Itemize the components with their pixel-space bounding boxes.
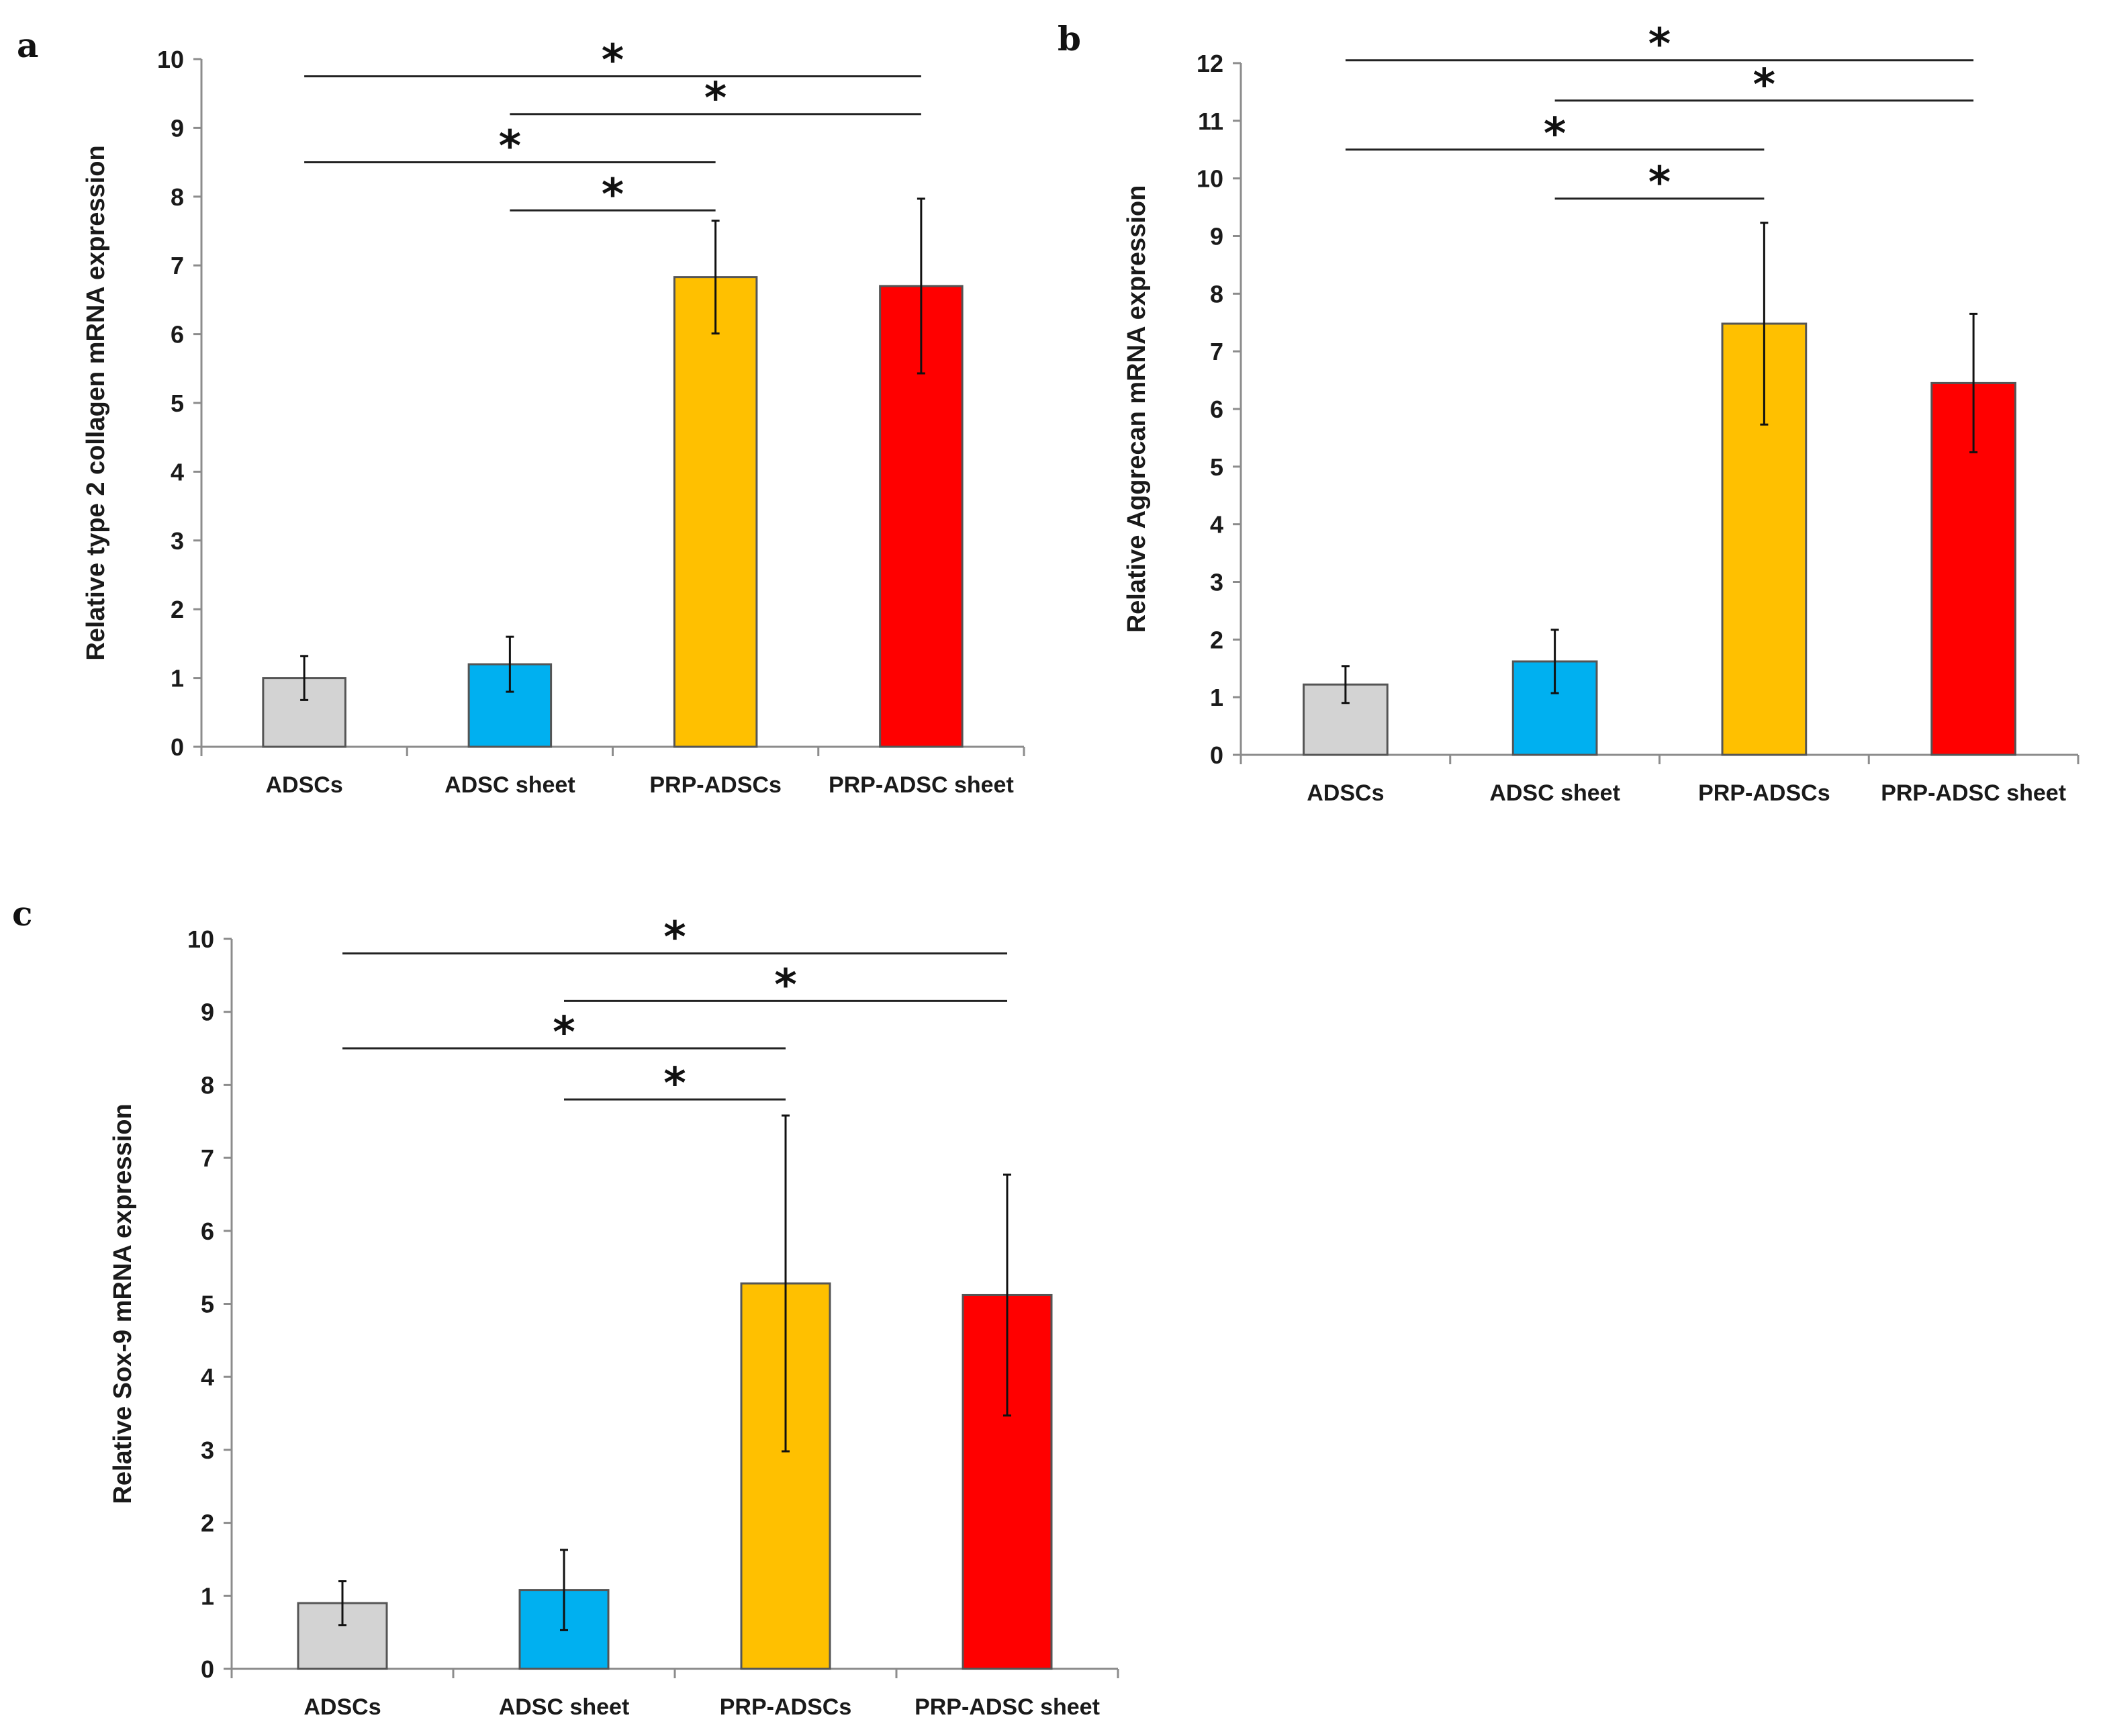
panel-a-significance-marker: * — [602, 36, 624, 86]
panel-b-y-tick-label: 11 — [1198, 107, 1223, 135]
panel-a-y-tick-label: 0 — [171, 733, 184, 761]
panel-b-significance-marker: * — [1753, 60, 1775, 110]
panel-c-chart: c Relative Sox-9 mRNA expression 0 1 2 3 4 5 6 7 8… — [12, 894, 1119, 1720]
panel-b-significance-marker: * — [1648, 20, 1671, 70]
panel-b-significance-marker: * — [1544, 109, 1566, 159]
panel-b-y-tick-label: 0 — [1210, 741, 1223, 769]
panel-a-x-tick-label: ADSCs — [266, 772, 343, 798]
panel-b-y-axis-label: Relative Aggrecan mRNA expression — [1123, 185, 1151, 633]
panel-c-x-tick-label: ADSCs — [303, 1694, 381, 1720]
panel-a-y-tick-label: 6 — [171, 321, 184, 349]
panel-b-y-tick-label: 4 — [1210, 511, 1223, 539]
panel-c-significance-marker: * — [663, 1059, 686, 1109]
panel-a-chart: a Relative type 2 collagen mRNA expressio… — [17, 26, 1025, 798]
panel-a-y-tick-label: 1 — [171, 665, 184, 692]
panel-b-y-tick-label: 1 — [1210, 684, 1223, 711]
panel-b-y-tick-label: 8 — [1210, 280, 1223, 308]
panel-a-y-tick-label: 7 — [171, 252, 184, 279]
panel-a-y-tick-label: 10 — [157, 46, 184, 73]
panel-a-x-tick-label: PRP-ADSCs — [649, 772, 781, 798]
panel-b-y-tick-label: 7 — [1210, 338, 1223, 365]
panel-b-y-tick-label: 3 — [1210, 569, 1223, 596]
panel-b-y-tick-label: 6 — [1210, 396, 1223, 423]
panel-b-significance-marker: * — [1648, 158, 1671, 208]
panel-b-y-tick-label: 9 — [1210, 223, 1223, 250]
panel-a-y-tick-label: 3 — [171, 527, 184, 555]
panel-a-significance-marker: * — [704, 74, 727, 124]
panel-c-y-tick-label: 7 — [201, 1144, 214, 1172]
panel-c-y-tick-label: 0 — [201, 1655, 214, 1683]
panel-b-x-tick-label: PRP-ADSC sheet — [1881, 780, 2066, 806]
panel-b-y-tick-label: 2 — [1210, 626, 1223, 653]
panel-c-y-tick-label: 6 — [201, 1218, 214, 1245]
panel-a-significance-marker: * — [499, 122, 521, 172]
panel-c-y-tick-label: 10 — [187, 925, 214, 953]
panel-a-label: a — [17, 26, 38, 65]
panel-c-y-tick-label: 3 — [201, 1436, 214, 1464]
panel-b-y-tick-label: 10 — [1197, 165, 1223, 193]
panel-c-significance-marker: * — [553, 1008, 575, 1058]
panel-c-y-tick-label: 8 — [201, 1071, 214, 1099]
panel-b-x-tick-label: PRP-ADSCs — [1698, 780, 1830, 806]
panel-c-label: c — [12, 894, 32, 933]
panel-c-y-tick-label: 9 — [201, 999, 214, 1026]
panel-c-x-tick-label: PRP-ADSC sheet — [915, 1694, 1100, 1720]
panel-a-y-tick-label: 8 — [171, 183, 184, 211]
panel-c-y-axis-label: Relative Sox-9 mRNA expression — [109, 1103, 137, 1504]
panel-b-y-tick-label: 12 — [1197, 50, 1223, 77]
panel-c-significance-marker: * — [774, 960, 796, 1010]
panel-a-y-tick-label: 2 — [171, 596, 184, 623]
panel-c-y-tick-label: 1 — [201, 1582, 214, 1610]
panel-a-significance-marker: * — [602, 170, 624, 220]
panel-a-bar-prp-adscs — [673, 276, 758, 748]
panel-c-y-tick-label: 2 — [201, 1510, 214, 1537]
panel-a-y-tick-label: 5 — [171, 390, 184, 417]
panel-b-y-tick-label: 5 — [1210, 453, 1223, 481]
panel-a-y-tick-label: 4 — [171, 458, 184, 486]
panel-a-y-axis-label: Relative type 2 collagen mRNA expression — [82, 145, 110, 660]
panel-c-y-tick-label: 4 — [201, 1363, 214, 1391]
panel-a-y-tick-label: 9 — [171, 114, 184, 142]
panel-a-x-tick-label: PRP-ADSC sheet — [829, 772, 1014, 798]
panel-c-x-tick-label: PRP-ADSCs — [720, 1694, 851, 1720]
panel-b-x-tick-label: ADSCs — [1307, 780, 1384, 806]
panel-a-x-tick-label: ADSC sheet — [445, 772, 575, 798]
panel-b-label: b — [1058, 19, 1081, 58]
panel-c-x-tick-label: ADSC sheet — [499, 1694, 630, 1720]
panel-b-x-tick-label: ADSC sheet — [1489, 780, 1620, 806]
panel-c-y-tick-label: 5 — [201, 1291, 214, 1318]
panel-c-significance-marker: * — [663, 913, 686, 963]
